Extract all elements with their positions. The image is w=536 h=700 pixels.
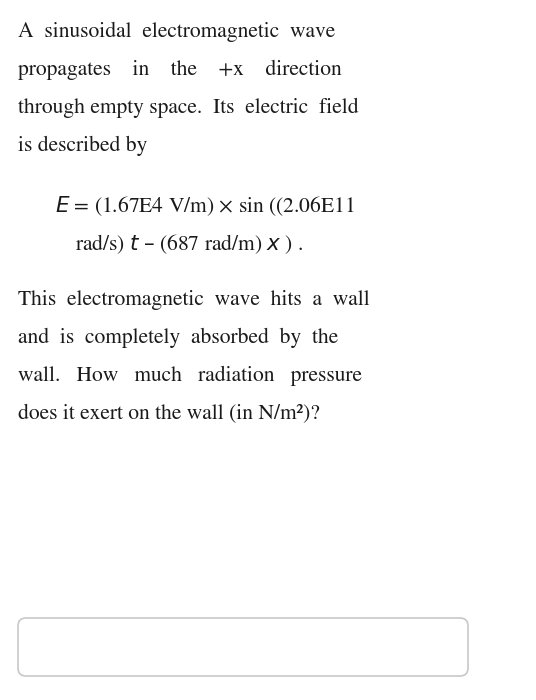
Text: A  sinusoidal  electromagnetic  wave: A sinusoidal electromagnetic wave (18, 22, 335, 42)
FancyBboxPatch shape (18, 618, 468, 676)
Text: does it exert on the wall (in N/m²)?: does it exert on the wall (in N/m²)? (18, 404, 320, 424)
Text: $E$ = (1.67E4 V/m) × sin ((2.06E11: $E$ = (1.67E4 V/m) × sin ((2.06E11 (55, 194, 355, 218)
Text: through empty space.  Its  electric  field: through empty space. Its electric field (18, 98, 359, 118)
Text: and  is  completely  absorbed  by  the: and is completely absorbed by the (18, 328, 338, 349)
Text: This  electromagnetic  wave  hits  a  wall: This electromagnetic wave hits a wall (18, 290, 370, 310)
Text: rad/s) $t$ – (687 rad/m) $x$ ) .: rad/s) $t$ – (687 rad/m) $x$ ) . (75, 232, 303, 256)
Text: propagates    in    the    +x    direction: propagates in the +x direction (18, 60, 342, 80)
Text: is described by: is described by (18, 136, 147, 156)
Text: wall.   How   much   radiation   pressure: wall. How much radiation pressure (18, 366, 362, 386)
